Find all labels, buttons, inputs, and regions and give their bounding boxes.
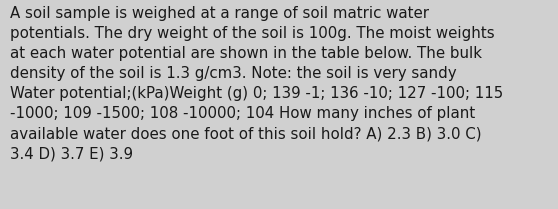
Text: A soil sample is weighed at a range of soil matric water
potentials. The dry wei: A soil sample is weighed at a range of s… bbox=[10, 6, 503, 162]
